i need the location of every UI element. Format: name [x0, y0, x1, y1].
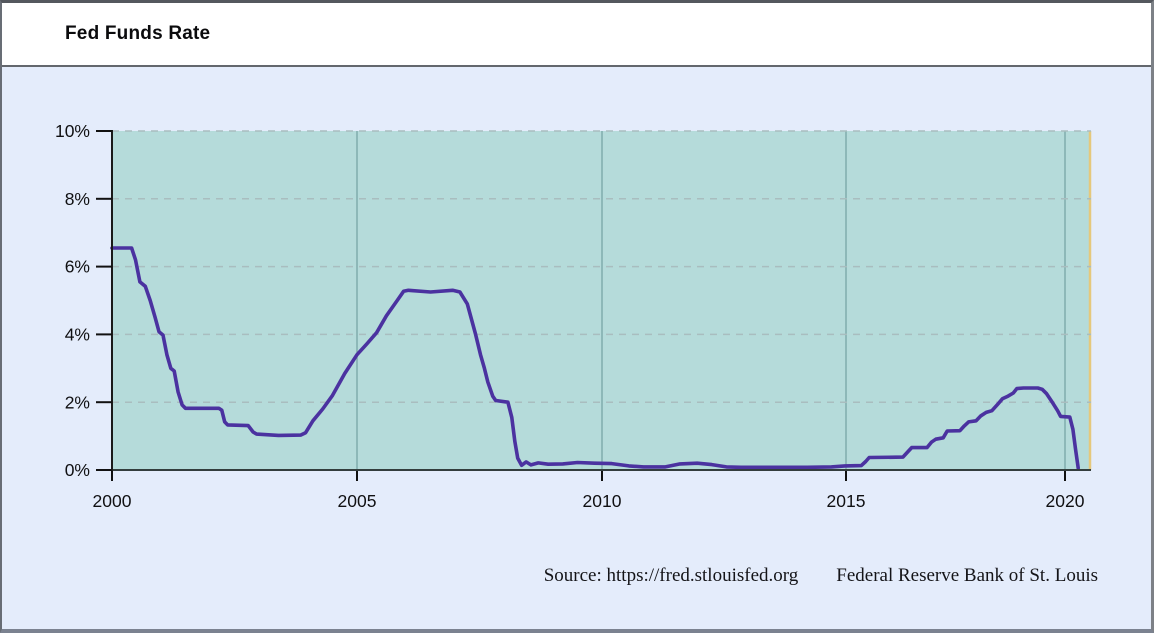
x-tick-label: 2015 — [827, 491, 866, 511]
x-tick-label: 2005 — [338, 491, 377, 511]
y-tick-label: 4% — [65, 325, 90, 345]
y-tick-label: 10% — [55, 121, 90, 141]
source-url: Source: https://fred.stlouisfed.org — [543, 565, 799, 586]
x-tick-label: 2020 — [1046, 491, 1085, 511]
y-tick-label: 0% — [65, 460, 90, 480]
attribution-text: Federal Reserve Bank of St. Louis — [836, 565, 1098, 586]
chart-panel: 0% 2% 4% 6% 8% 10% 2000 2005 2010 2015 2020 Source… — [2, 67, 1151, 629]
source-line: Source: https://fred.stlouisfed.org Fede… — [2, 565, 1098, 587]
chart-title: Fed Funds Rate — [65, 23, 211, 44]
fed-funds-rate-line — [110, 246, 1080, 470]
fed-funds-line-chart: 0% 2% 4% 6% 8% 10% 2000 2005 2010 2015 2020 — [55, 121, 1092, 511]
y-tick-label: 6% — [65, 257, 90, 277]
y-tick-label: 8% — [65, 189, 90, 209]
x-tick-label: 2010 — [583, 491, 622, 511]
title-bar: Fed Funds Rate — [2, 3, 1151, 67]
x-tick-label: 2000 — [93, 491, 132, 511]
y-tick-label: 2% — [65, 392, 90, 412]
